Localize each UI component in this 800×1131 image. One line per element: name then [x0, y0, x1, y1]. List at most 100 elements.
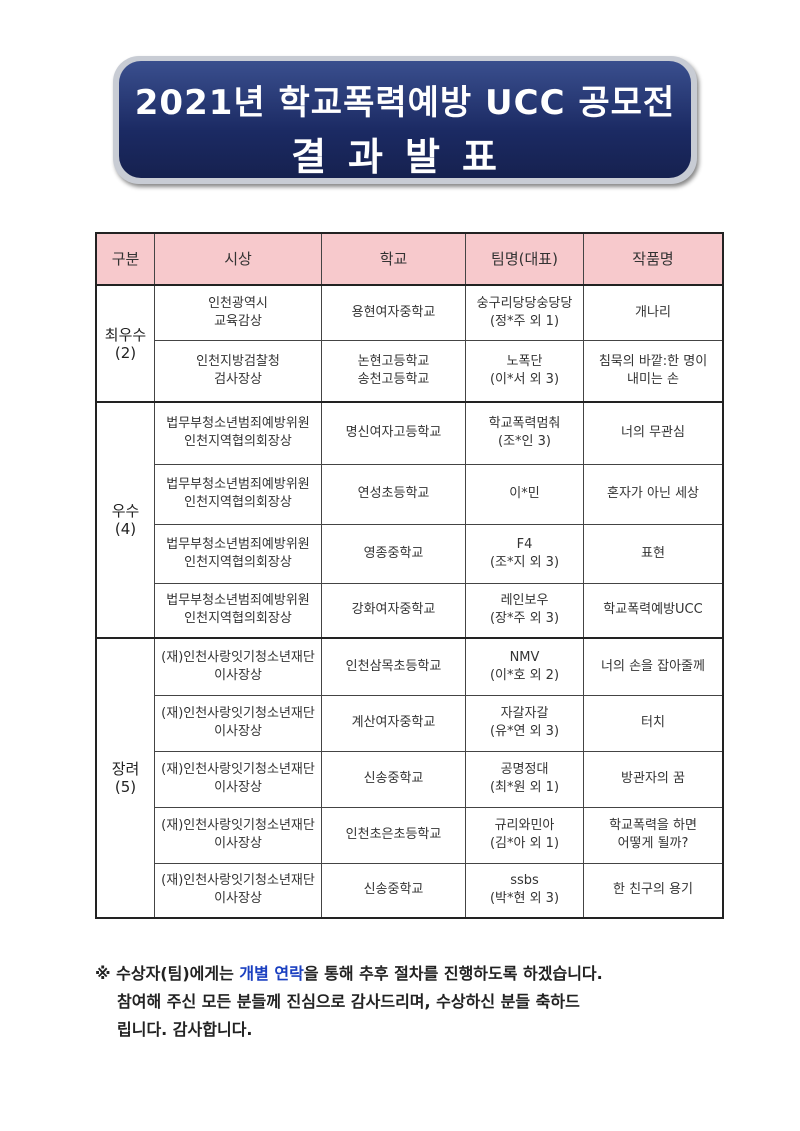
award-text: 법무부청소년범죄예방위원: [166, 536, 310, 552]
title-text: 표현: [641, 545, 665, 561]
award-cell: 법무부청소년범죄예방위원 인천지역협의회장상: [154, 582, 322, 639]
team-text: (조*지 외 3): [489, 554, 560, 570]
team-text: (김*아 외 1): [489, 836, 560, 851]
table-row: 법무부청소년범죄예방위원 인천지역협의회장상 연성초등학교 이*민 혼자가 아닌 세상: [96, 463, 724, 525]
award-text: 이사장상: [214, 724, 262, 739]
title-banner: 2021년 학교폭력예방 UCC 공모전 결과발표: [113, 56, 697, 184]
header-title: 작품명: [583, 232, 724, 286]
title-cell: 학교폭력예방UCC: [583, 582, 724, 639]
award-text: (재)인천사랑잇기청소년재단: [161, 706, 315, 721]
award-cell: 인천광역시 교육감상: [154, 284, 322, 341]
title-text: 어떻게 될까?: [617, 836, 689, 851]
school-text: 논현고등학교: [357, 353, 430, 369]
school-cell: 명신여자고등학교: [321, 401, 466, 465]
team-cell: 공명정대 (최*원 외 1): [465, 750, 584, 808]
school-text: 영종중학교: [363, 545, 424, 561]
category-cell: 최우수 (2): [95, 284, 155, 403]
team-cell: 이*민: [465, 463, 584, 525]
team-cell: 숭구리당당숭당당 (정*주 외 1): [465, 284, 584, 341]
award-cell: (재)인천사랑잇기청소년재단 이사장상: [154, 806, 322, 864]
award-text: 인천지방검찰청: [196, 353, 280, 369]
team-text: NMV: [509, 649, 540, 665]
title-cell: 혼자가 아닌 세상: [583, 463, 724, 525]
team-text: (장*주 외 3): [489, 611, 560, 627]
header-team: 팀명(대표): [465, 232, 584, 286]
team-cell: 노폭단 (이*서 외 3): [465, 339, 584, 403]
school-cell: 인천초은초등학교: [321, 806, 466, 864]
school-text: 명신여자고등학교: [345, 425, 442, 441]
table-row: (재)인천사랑잇기청소년재단 이사장상 신송중학교 ssbs (박*현 외 3) 한 친구…: [96, 862, 724, 919]
school-cell: 계산여자중학교: [321, 694, 466, 752]
team-text: (이*호 외 2): [489, 667, 560, 683]
category-count: (4): [114, 520, 137, 538]
table-row: 우수 (4) 법무부청소년범죄예방위원 인천지역협의회장상 명신여자고등학교 학교폭력멈춰…: [95, 401, 724, 639]
team-text: 자갈자갈: [500, 706, 549, 721]
title-cell: 표현: [583, 523, 724, 584]
category-category: 우수: [111, 502, 140, 520]
header-row: 구분 시상 학교 팀명(대표) 작품명: [95, 232, 724, 286]
team-text: 레인보우: [500, 593, 549, 609]
category-count: (2): [114, 343, 137, 362]
notice-text: ※ 수상자(팀)에게는: [95, 964, 240, 983]
table-row: 최우수 (2) 인천광역시 교육감상 용현여자중학교 숭구리당당숭당당 (정*주 외 1) 개…: [95, 284, 724, 403]
school-cell: 용현여자중학교: [321, 284, 466, 341]
team-text: 노폭단: [506, 353, 543, 369]
award-text: 법무부청소년범죄예방위원: [166, 477, 310, 492]
notice-line3: 립니다. 감사합니다.: [117, 1020, 253, 1039]
title-text: 학교폭력예방UCC: [603, 602, 703, 618]
team-text: (유*연 외 3): [489, 724, 560, 739]
notice: ※ 수상자(팀)에게는 개별 연락을 통해 추후 절차를 진행하도록 하겠습니다…: [95, 960, 765, 1044]
school-cell: 논현고등학교 송천고등학교: [321, 339, 466, 403]
notice-line2: 참여해 주신 모든 분들께 진심으로 감사드리며, 수상하신 분들 축하드: [117, 992, 580, 1011]
school-cell: 신송중학교: [321, 862, 466, 919]
title-cell: 침묵의 바깥:한 명이 내미는 손: [583, 339, 724, 403]
title-cell: 너의 손을 잡아줄께: [583, 637, 724, 696]
notice-highlight: 개별 연락: [239, 964, 304, 983]
team-text: (이*서 외 3): [489, 371, 560, 387]
team-text: 규리와민아: [494, 818, 555, 833]
school-text: 용현여자중학교: [351, 304, 436, 320]
category-category: 장려: [111, 760, 140, 778]
award-text: 이사장상: [214, 780, 262, 795]
school-cell: 인천삼목초등학교: [321, 637, 466, 696]
header-award: 시상: [154, 232, 322, 286]
table-row: (재)인천사랑잇기청소년재단 이사장상 신송중학교 공명정대 (최*원 외 1) 방관자의…: [96, 750, 724, 808]
category-cell: 장려 (5): [95, 637, 155, 919]
table-row: 법무부청소년범죄예방위원 인천지역협의회장상 영종중학교 F4 (조*지 외 3) 표현: [96, 523, 724, 584]
award-cell: 법무부청소년범죄예방위원 인천지역협의회장상: [154, 463, 322, 525]
title-text: 너의 무관심: [621, 425, 685, 441]
award-text: 교육감상: [214, 313, 262, 329]
award-text: 이사장상: [214, 891, 262, 907]
results-table: 구분 시상 학교 팀명(대표) 작품명 최우수 (2) 인천광역시 교육감상 용현여자중…: [95, 232, 724, 919]
school-cell: 신송중학교: [321, 750, 466, 808]
title-text: 혼자가 아닌 세상: [607, 486, 699, 501]
table-row: (재)인천사랑잇기청소년재단 이사장상 인천초은초등학교 규리와민아 (김*아 외 1)…: [96, 806, 724, 864]
team-cell: F4 (조*지 외 3): [465, 523, 584, 584]
award-cell: (재)인천사랑잇기청소년재단 이사장상: [154, 750, 322, 808]
title-cell: 방관자의 꿈: [583, 750, 724, 808]
award-text: 검사장상: [214, 371, 262, 387]
team-text: (정*주 외 1): [489, 313, 560, 329]
award-cell: 법무부청소년범죄예방위원 인천지역협의회장상: [154, 401, 322, 465]
team-text: F4: [516, 536, 533, 552]
title-cell: 한 친구의 용기: [583, 862, 724, 919]
team-text: 학교폭력멈춰: [488, 416, 561, 432]
award-text: 인천지역협의회장상: [184, 434, 292, 450]
school-cell: 연성초등학교: [321, 463, 466, 525]
team-cell: 자갈자갈 (유*연 외 3): [465, 694, 584, 752]
award-text: 이사장상: [214, 667, 262, 683]
award-text: (재)인천사랑잇기청소년재단: [161, 649, 315, 665]
title-line1: 2021년 학교폭력예방 UCC 공모전: [134, 83, 676, 123]
title-line2: 결과발표: [291, 135, 519, 179]
title-cell: 너의 무관심: [583, 401, 724, 465]
title-text: 한 친구의 용기: [612, 882, 694, 898]
team-text: ssbs: [510, 873, 539, 889]
school-cell: 강화여자중학교: [321, 582, 466, 639]
school-text: 신송중학교: [363, 771, 424, 786]
title-text: 내미는 손: [627, 371, 679, 387]
team-cell: 규리와민아 (김*아 외 1): [465, 806, 584, 864]
